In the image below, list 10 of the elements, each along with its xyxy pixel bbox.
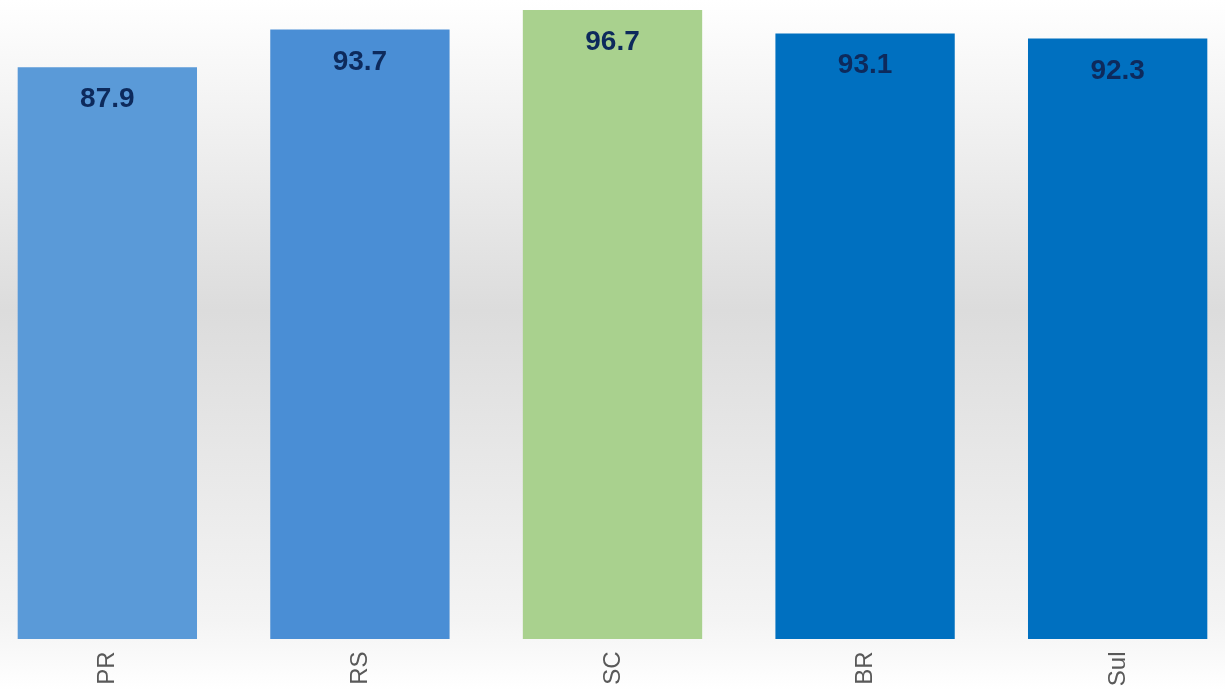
- data-label: 87.9: [80, 82, 135, 114]
- data-label: 93.7: [332, 44, 388, 76]
- data-label: 93.1: [837, 48, 893, 80]
- x-tick-label: RS: [344, 651, 372, 685]
- x-tick-label: SC: [597, 651, 625, 685]
- data-label: 96.7: [585, 25, 640, 56]
- data-label: 92.3: [1090, 53, 1145, 85]
- x-tick-label: BR: [850, 651, 878, 685]
- x-tick-label: Sul: [1102, 651, 1130, 687]
- x-tick-label: PR: [92, 651, 120, 685]
